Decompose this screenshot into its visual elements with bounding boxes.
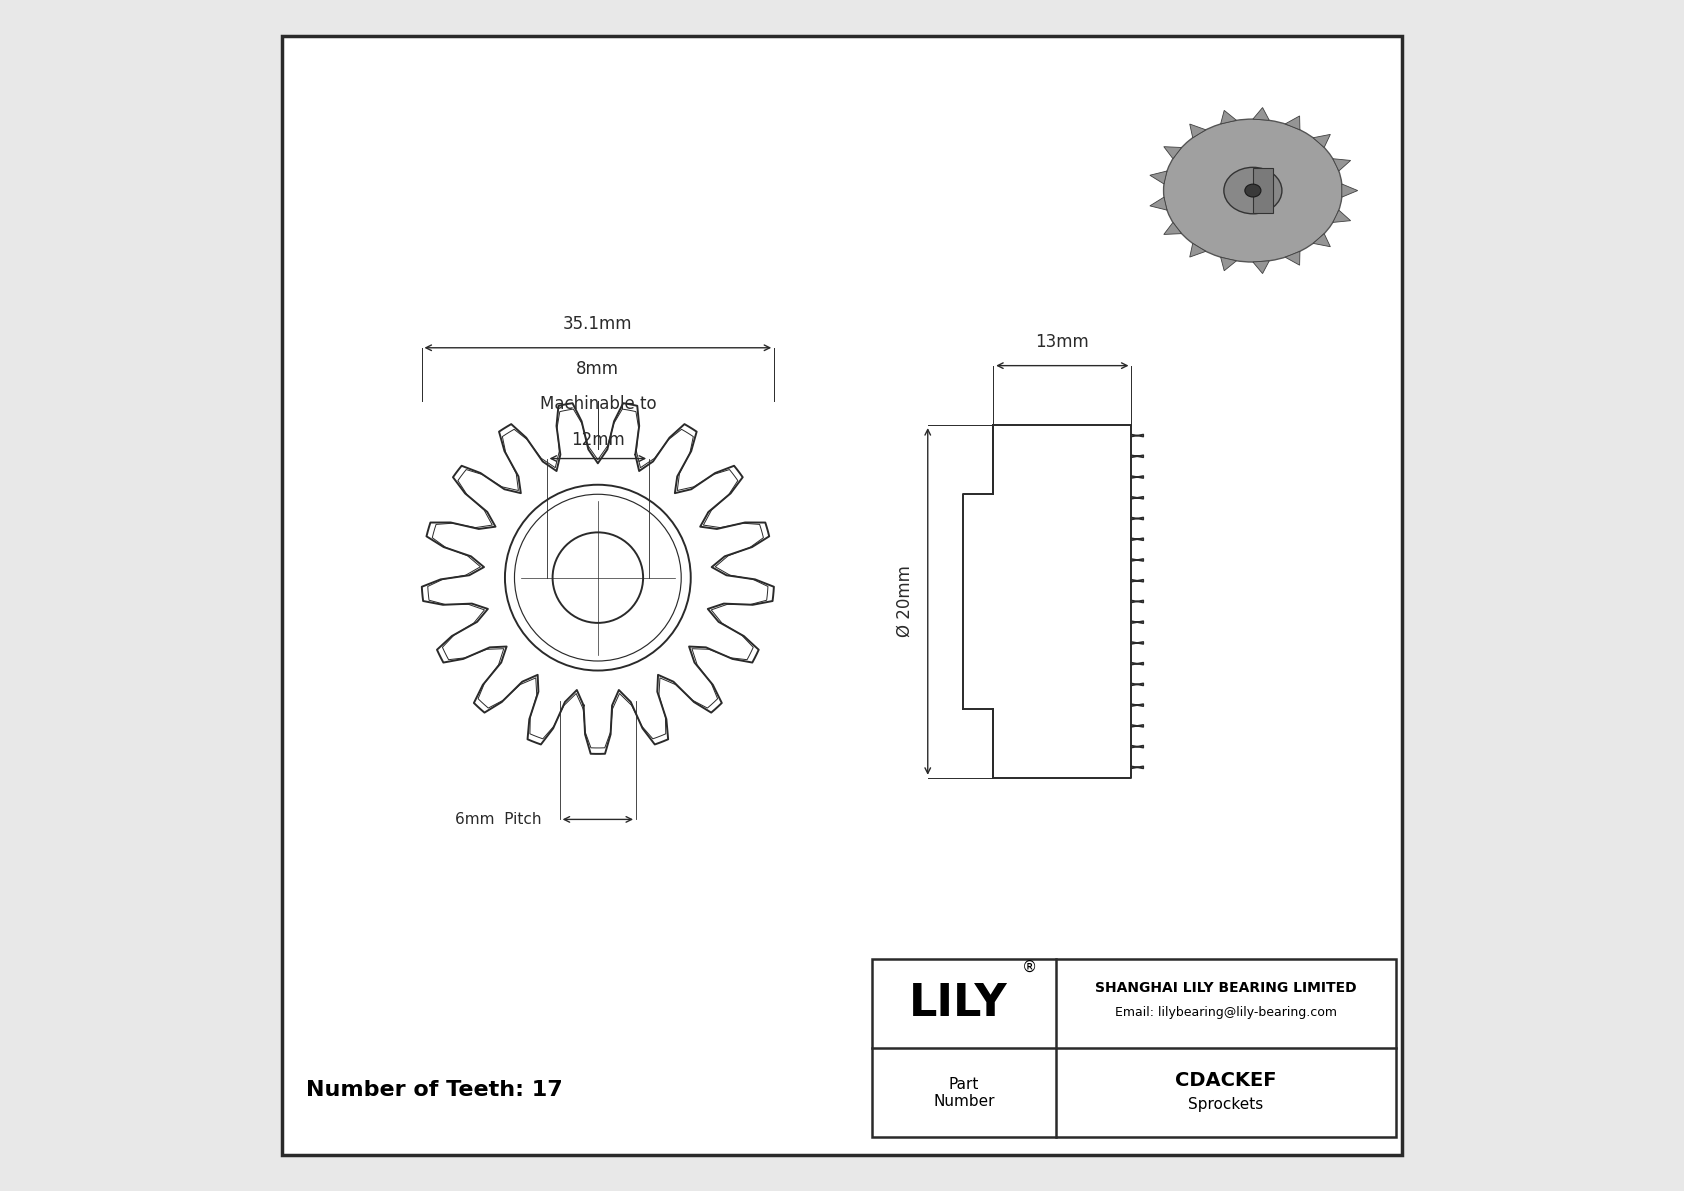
Text: Sprockets: Sprockets	[1189, 1097, 1263, 1112]
Text: Machinable to: Machinable to	[539, 395, 657, 413]
Polygon shape	[1221, 111, 1236, 124]
Text: 13mm: 13mm	[1036, 333, 1090, 351]
Bar	[1253, 168, 1273, 213]
Polygon shape	[1189, 124, 1206, 138]
Polygon shape	[1253, 107, 1270, 120]
Polygon shape	[1150, 172, 1167, 183]
Polygon shape	[1285, 116, 1300, 130]
Polygon shape	[1164, 223, 1182, 235]
Polygon shape	[1332, 210, 1351, 223]
Text: ®: ®	[1022, 960, 1037, 975]
Text: Email: lilybearing@lily-bearing.com: Email: lilybearing@lily-bearing.com	[1115, 1006, 1337, 1019]
Polygon shape	[1221, 257, 1236, 270]
Polygon shape	[1314, 233, 1330, 247]
Polygon shape	[1342, 183, 1357, 198]
Text: LILY: LILY	[909, 981, 1007, 1025]
Ellipse shape	[1244, 185, 1261, 197]
Polygon shape	[1189, 243, 1206, 257]
Ellipse shape	[1164, 119, 1342, 262]
Text: Part
Number: Part Number	[933, 1077, 995, 1109]
Polygon shape	[1314, 135, 1330, 148]
Bar	[872, 959, 1396, 1137]
Text: CDACKEF: CDACKEF	[1175, 1072, 1276, 1090]
FancyBboxPatch shape	[283, 36, 1401, 1155]
Polygon shape	[1253, 261, 1270, 274]
Text: 12mm: 12mm	[571, 431, 625, 449]
Polygon shape	[1285, 251, 1300, 266]
Text: Ø 20mm: Ø 20mm	[896, 566, 913, 637]
Ellipse shape	[1224, 168, 1282, 214]
Polygon shape	[1332, 158, 1351, 172]
Text: 6mm  Pitch: 6mm Pitch	[455, 812, 542, 827]
Text: Number of Teeth: 17: Number of Teeth: 17	[306, 1080, 562, 1099]
Text: 35.1mm: 35.1mm	[562, 316, 633, 333]
Text: 8mm: 8mm	[576, 360, 620, 378]
Polygon shape	[1150, 198, 1167, 210]
Text: SHANGHAI LILY BEARING LIMITED: SHANGHAI LILY BEARING LIMITED	[1095, 981, 1357, 994]
Polygon shape	[1164, 146, 1182, 158]
